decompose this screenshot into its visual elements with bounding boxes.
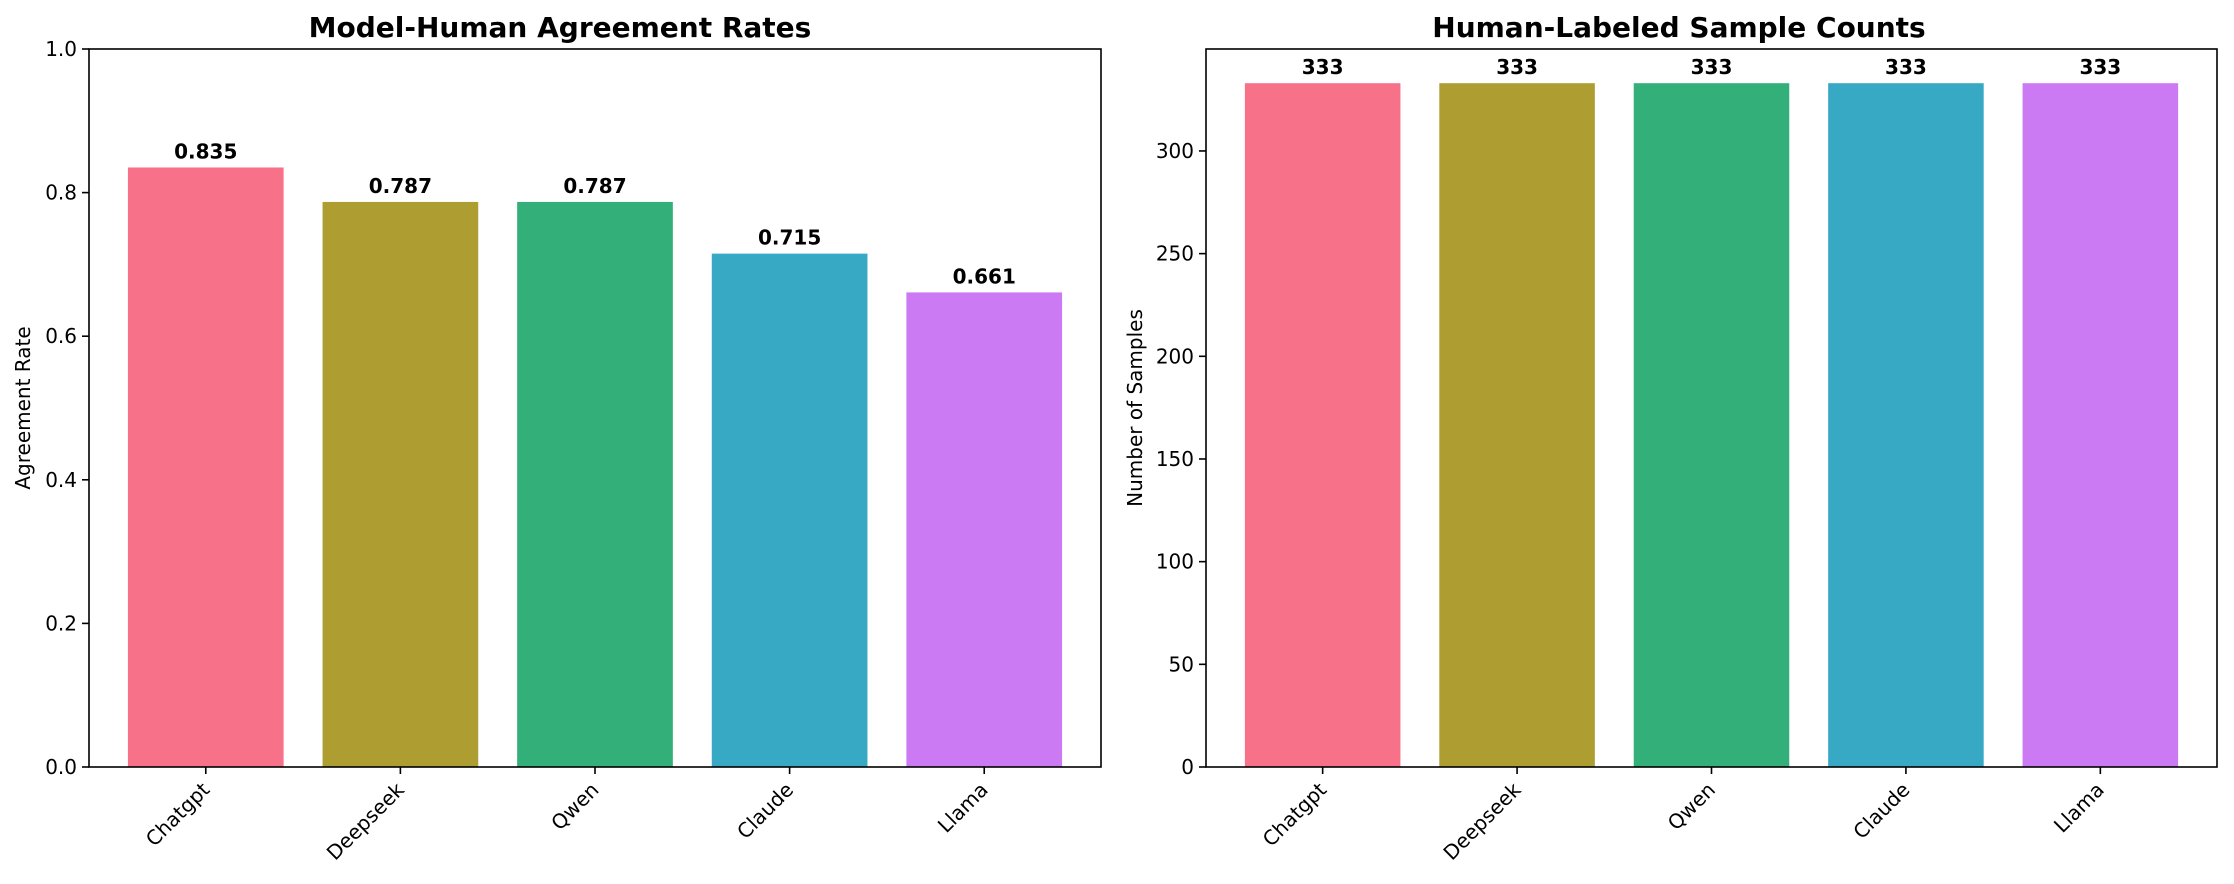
y-tick-label: 150 — [1156, 447, 1194, 471]
data-label-claude: 0.715 — [758, 226, 821, 250]
x-tick-label: Llama — [2049, 778, 2109, 838]
bars — [127, 167, 1063, 768]
x-tick-label: Claude — [1848, 778, 1914, 844]
data-label-deepseek: 0.787 — [369, 174, 432, 198]
data-label-llama: 333 — [2079, 55, 2121, 79]
x-tick-label: Chatgpt — [1258, 777, 1332, 851]
x-tick-label: Qwen — [1663, 778, 1720, 835]
data-label-chatgpt: 333 — [1302, 55, 1344, 79]
x-tick-label: Chatgpt — [141, 777, 215, 851]
value-labels: 0.835 0.787 0.787 0.715 0.661 — [174, 139, 1016, 288]
x-tick-label: Llama — [933, 778, 993, 838]
y-tick-label: 250 — [1156, 242, 1194, 266]
data-label-qwen: 333 — [1691, 55, 1733, 79]
bar-qwen — [517, 201, 673, 767]
bar-llama — [2022, 83, 2179, 767]
bar-claude — [711, 253, 868, 767]
y-axis-label: Agreement Rate — [11, 326, 35, 489]
bar-qwen — [1633, 83, 1790, 767]
bar-chatgpt — [1244, 83, 1401, 767]
x-axis-ticks: Chatgpt Deepseek Qwen Claude Llama — [1258, 767, 2109, 865]
y-tick-label: 0.8 — [45, 181, 77, 205]
data-label-deepseek: 333 — [1496, 55, 1538, 79]
bar-claude — [1828, 83, 1984, 767]
y-tick-label: 200 — [1156, 344, 1194, 368]
data-label-claude: 333 — [1885, 55, 1927, 79]
value-labels: 333 333 333 333 333 — [1302, 55, 2121, 79]
x-tick-label: Qwen — [546, 778, 603, 835]
y-tick-label: 0.2 — [45, 611, 77, 635]
y-tick-label: 0.0 — [45, 755, 77, 779]
chart-title: Human-Labeled Sample Counts — [1432, 11, 1925, 44]
y-tick-label: 300 — [1156, 139, 1194, 163]
data-label-qwen: 0.787 — [563, 174, 626, 198]
y-tick-label: 100 — [1156, 550, 1194, 574]
y-tick-label: 0.4 — [45, 468, 77, 492]
y-tick-label: 0 — [1181, 755, 1194, 779]
x-tick-label: Deepseek — [1438, 777, 1525, 864]
bar-deepseek — [1439, 83, 1595, 767]
bar-chatgpt — [127, 167, 284, 768]
agreement-rate-chart: Model-Human Agreement Rates Agreement Ra… — [11, 11, 1102, 865]
y-tick-label: 1.0 — [45, 37, 77, 61]
bars — [1244, 83, 2179, 767]
bar-deepseek — [322, 201, 479, 767]
y-axis-ticks: 0 50 100 150 200 250 300 — [1156, 139, 1206, 779]
data-label-chatgpt: 0.835 — [174, 139, 237, 163]
y-tick-label: 0.6 — [45, 324, 77, 348]
x-tick-label: Deepseek — [322, 777, 409, 864]
plot-frame — [88, 48, 1102, 768]
y-tick-label: 50 — [1169, 652, 1194, 676]
x-axis-ticks: Chatgpt Deepseek Qwen Claude Llama — [141, 767, 993, 865]
sample-counts-chart: Human-Labeled Sample Counts Number of Sa… — [1123, 11, 2218, 865]
data-label-llama: 0.661 — [953, 264, 1016, 288]
x-tick-label: Claude — [732, 778, 798, 844]
y-axis-label: Number of Samples — [1123, 309, 1147, 507]
plot-frame — [1205, 48, 2218, 768]
y-axis-ticks: 0.0 0.2 0.4 0.6 0.8 1.0 — [45, 37, 89, 779]
chart-title: Model-Human Agreement Rates — [309, 11, 812, 44]
bar-llama — [906, 292, 1063, 767]
